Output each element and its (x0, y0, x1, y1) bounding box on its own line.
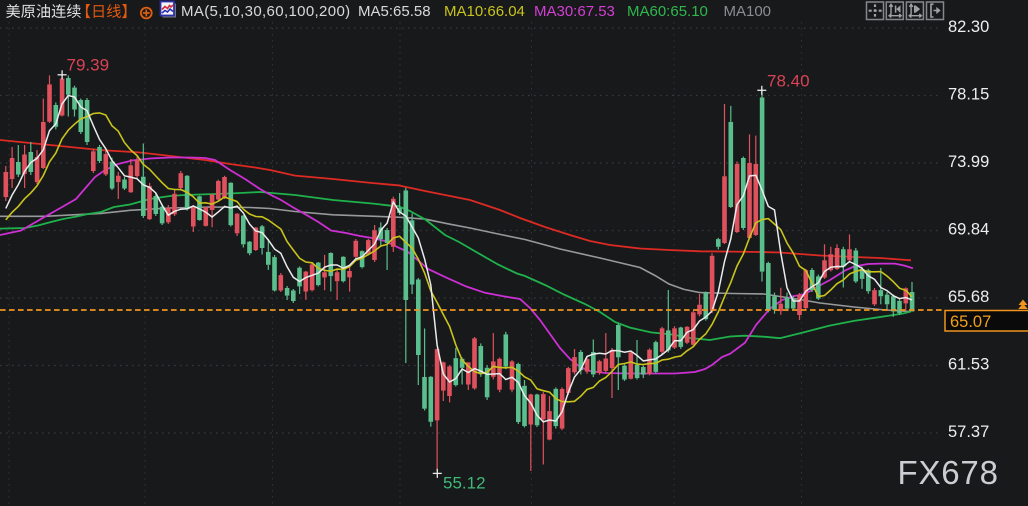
svg-text:MA60:65.10: MA60:65.10 (627, 3, 708, 20)
svg-text:FX678: FX678 (898, 454, 999, 491)
svg-text:55.12: 55.12 (443, 474, 486, 493)
svg-text:MA10:66.04: MA10:66.04 (444, 3, 525, 20)
svg-text:MA(5,10,30,60,100,200): MA(5,10,30,60,100,200) (181, 3, 350, 20)
svg-text:69.84: 69.84 (948, 221, 989, 239)
svg-text:61.53: 61.53 (948, 356, 989, 374)
svg-text:79.39: 79.39 (67, 56, 110, 75)
svg-text:MA100: MA100 (724, 3, 772, 20)
svg-text:MA30:67.53: MA30:67.53 (534, 3, 615, 20)
svg-text:65.07: 65.07 (950, 313, 991, 331)
svg-text:78.40: 78.40 (767, 72, 810, 91)
svg-text:65.68: 65.68 (948, 288, 989, 306)
svg-text:73.99: 73.99 (948, 153, 989, 171)
svg-text:57.37: 57.37 (948, 423, 989, 441)
svg-text:MA5:65.58: MA5:65.58 (358, 3, 431, 20)
svg-text:78.15: 78.15 (948, 86, 989, 104)
svg-text:82.30: 82.30 (948, 18, 989, 36)
